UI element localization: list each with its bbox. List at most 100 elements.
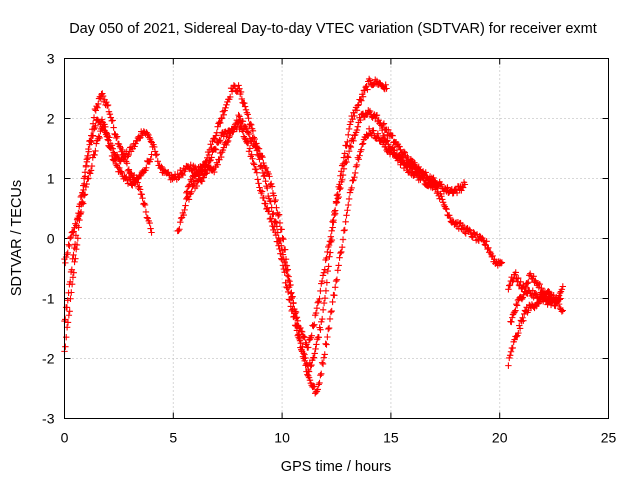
data-point (315, 334, 323, 341)
data-point (555, 300, 563, 308)
data-point (357, 116, 364, 124)
data-point (311, 350, 318, 357)
data-point (382, 81, 389, 88)
data-point (184, 188, 191, 195)
data-point (96, 134, 103, 142)
data-point (401, 149, 409, 156)
data-point (271, 218, 279, 225)
data-point (77, 193, 85, 201)
data-point (245, 130, 253, 138)
data-point (461, 181, 469, 188)
data-point (319, 306, 327, 314)
data-point (80, 200, 87, 207)
data-point (139, 194, 146, 202)
data-point (341, 226, 348, 234)
data-point (243, 125, 250, 132)
data-point (70, 251, 77, 259)
data-point (354, 123, 362, 130)
data-point (208, 154, 215, 161)
data-point (62, 343, 69, 350)
data-point (311, 321, 318, 328)
data-point (297, 324, 304, 332)
data-point (302, 362, 309, 369)
data-point (100, 123, 107, 131)
data-point (466, 227, 474, 234)
data-point (270, 192, 278, 199)
data-point (319, 360, 327, 368)
data-point (117, 168, 125, 175)
data-point (332, 199, 340, 207)
data-point (67, 233, 75, 241)
data-point (345, 125, 353, 133)
data-point (350, 137, 357, 144)
data-point (310, 354, 318, 361)
data-point (305, 344, 312, 351)
data-point (345, 154, 352, 161)
data-point (198, 178, 206, 185)
data-point (340, 227, 348, 234)
data-point (328, 307, 335, 315)
data-point (333, 199, 341, 206)
data-point (292, 308, 300, 316)
data-point (193, 182, 201, 190)
data-point (338, 248, 345, 256)
data-point (384, 137, 391, 144)
data-point (337, 249, 344, 257)
data-point (176, 226, 183, 233)
data-point (344, 207, 351, 214)
data-point (466, 226, 473, 233)
x-tick-label: 5 (169, 430, 177, 446)
data-point (334, 195, 342, 202)
data-point (140, 200, 147, 208)
data-point (417, 167, 424, 175)
data-point (188, 178, 195, 185)
data-point (216, 118, 223, 126)
data-series (61, 75, 567, 397)
series-trace-4 (159, 75, 390, 375)
data-point (391, 150, 398, 158)
data-point (111, 156, 119, 163)
data-point (335, 262, 342, 269)
data-point (284, 276, 292, 284)
data-point (312, 309, 320, 317)
data-point (346, 142, 354, 150)
data-point (245, 115, 252, 122)
data-point (244, 129, 252, 136)
data-point (252, 165, 260, 173)
data-point (355, 101, 362, 108)
data-point (512, 269, 519, 276)
data-point (73, 222, 80, 229)
data-point (112, 160, 119, 168)
data-point (325, 325, 332, 333)
data-point (506, 281, 514, 289)
data-point (98, 116, 106, 123)
data-point (273, 223, 281, 230)
data-point (310, 322, 317, 330)
data-point (324, 267, 331, 275)
data-point (272, 196, 279, 204)
data-point (335, 193, 342, 201)
data-point (316, 379, 323, 387)
data-point (211, 168, 218, 176)
plot-frame (64, 58, 609, 419)
data-point (506, 352, 514, 359)
data-point (272, 219, 280, 226)
data-point (513, 333, 520, 340)
data-point (230, 128, 237, 135)
data-point (532, 291, 539, 298)
data-point (218, 114, 226, 122)
y-tick-label: -3 (42, 411, 55, 427)
data-point (509, 314, 516, 321)
data-point (64, 297, 71, 304)
data-point (226, 93, 234, 101)
data-point (89, 132, 97, 139)
data-point (106, 111, 114, 118)
data-point (253, 169, 261, 176)
data-point (345, 195, 353, 203)
data-point (247, 120, 254, 128)
data-point (152, 152, 160, 159)
data-point (363, 82, 370, 90)
data-point (343, 212, 350, 219)
data-point (224, 137, 232, 145)
data-point (351, 112, 358, 120)
